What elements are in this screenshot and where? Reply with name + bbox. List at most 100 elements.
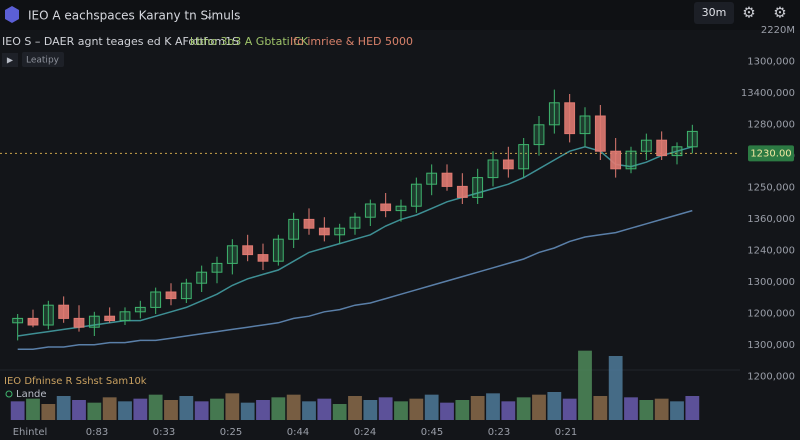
price-tag-box	[748, 145, 794, 162]
time-label: 0:83	[86, 427, 108, 438]
volume-bar	[317, 398, 332, 420]
candle-body	[318, 227, 330, 236]
time-label: 0:21	[555, 427, 577, 438]
volume-dot	[5, 390, 13, 398]
volume-bar	[593, 396, 608, 420]
collapse-icon[interactable]: ▶	[7, 56, 14, 65]
price-tag: 1230.00	[750, 148, 791, 159]
candle-body	[380, 203, 392, 212]
sub-legend: Leatipy	[26, 56, 60, 66]
volume-bar	[532, 394, 546, 420]
volume-bar	[148, 394, 163, 420]
candle-body	[426, 172, 438, 185]
legend-ohlc: kbho 3o3 A Gbtati.CK	[190, 35, 309, 48]
candle-body	[502, 159, 514, 170]
volume-bar	[72, 400, 86, 420]
candle-body	[533, 124, 545, 146]
candle-body	[334, 227, 346, 236]
dropdown[interactable]: ⌄	[205, 9, 214, 22]
candle-body	[364, 203, 376, 218]
candle-body	[119, 311, 131, 322]
time-label: 0:44	[287, 427, 309, 438]
candle-body	[165, 291, 177, 300]
candle-body	[27, 317, 39, 326]
candle-body	[656, 139, 668, 157]
time-label: 0:33	[153, 427, 175, 438]
volume-bar	[164, 400, 178, 420]
candle-body	[548, 102, 560, 126]
price-axis-label: 1360,000	[747, 214, 795, 225]
ma-slow	[17, 209, 693, 350]
price-axis-label: 2220M	[761, 25, 795, 36]
candle-body	[196, 271, 208, 284]
candle-body	[610, 150, 622, 170]
volume-bar	[225, 393, 240, 420]
candle-body	[625, 150, 637, 170]
candle-body	[564, 102, 576, 135]
candle-body	[211, 262, 223, 273]
interval[interactable]: 30m	[702, 6, 727, 19]
candle-body	[472, 177, 484, 198]
volume-bar	[302, 401, 316, 420]
volume-bar	[271, 397, 286, 420]
volume-bar	[409, 398, 424, 420]
price-axis-label: 1300,000	[747, 340, 795, 351]
volume-bar	[286, 394, 301, 420]
volume-bar	[394, 401, 408, 420]
legend-info: Ifo imriee & HED 5000	[290, 35, 413, 48]
volume-bar	[363, 400, 378, 420]
time-label: Ehintel	[13, 427, 48, 438]
settings-2[interactable]: ⚙	[773, 4, 786, 22]
volume-sub: Lande	[16, 389, 47, 400]
candle-body	[686, 130, 698, 148]
price-axis-label: 1300,000	[747, 57, 795, 68]
candle-body	[349, 216, 361, 229]
volume-bar	[562, 398, 577, 420]
volume-bar	[10, 401, 25, 420]
volume-bar	[440, 402, 454, 420]
price-axis-label: 1300,000	[747, 277, 795, 288]
volume-bar	[133, 398, 148, 420]
volume-bar	[240, 402, 255, 420]
volume-bar	[179, 396, 194, 420]
logo[interactable]	[5, 6, 19, 23]
time-label: 0:23	[488, 427, 510, 438]
volume-title: IEO Dfninse R Sshst Sam10k	[4, 376, 147, 387]
candle-body	[88, 315, 100, 328]
volume-bar	[670, 401, 684, 420]
volume-bar	[41, 404, 56, 420]
price-axis-label: 1200,000	[747, 372, 795, 383]
price-axis-label: 1250,000	[747, 183, 795, 194]
time-label: 0:25	[220, 427, 242, 438]
candle-body	[410, 183, 422, 207]
candle-body	[58, 304, 70, 319]
price-axis-label: 1240,000	[747, 246, 795, 257]
candle-body	[640, 139, 652, 152]
volume-bar	[455, 400, 470, 420]
toolbar-title: IEO A eachspaces Karany tn Simuls	[28, 9, 240, 23]
candle-body	[518, 144, 530, 170]
volume-bar	[332, 404, 347, 420]
volume-bar	[102, 397, 117, 420]
candle-body	[242, 245, 254, 256]
candle-body	[594, 115, 606, 152]
candle-body	[73, 317, 85, 328]
candle-body	[257, 254, 269, 262]
volume-bar	[256, 400, 270, 420]
collapse-button[interactable]	[2, 53, 18, 67]
legend-symbol: IEO S – DAER agnt teages ed K AFottfom1S	[2, 35, 239, 48]
price-axis-label: 1280,000	[747, 120, 795, 131]
settings[interactable]: ⚙	[742, 4, 755, 22]
volume-bar	[118, 401, 132, 420]
candle-body	[272, 238, 284, 262]
time-label: 0:24	[354, 427, 376, 438]
price-axis-label: 13400,000	[741, 88, 795, 99]
volume-bar	[578, 350, 592, 420]
interval-button[interactable]	[694, 2, 734, 24]
candle-body	[180, 282, 192, 300]
candle-body	[12, 317, 24, 324]
price-axis-label: 1200,000	[747, 309, 795, 320]
volume-bar	[348, 396, 362, 420]
volume-bar	[470, 396, 485, 420]
volume-bar	[210, 398, 224, 420]
